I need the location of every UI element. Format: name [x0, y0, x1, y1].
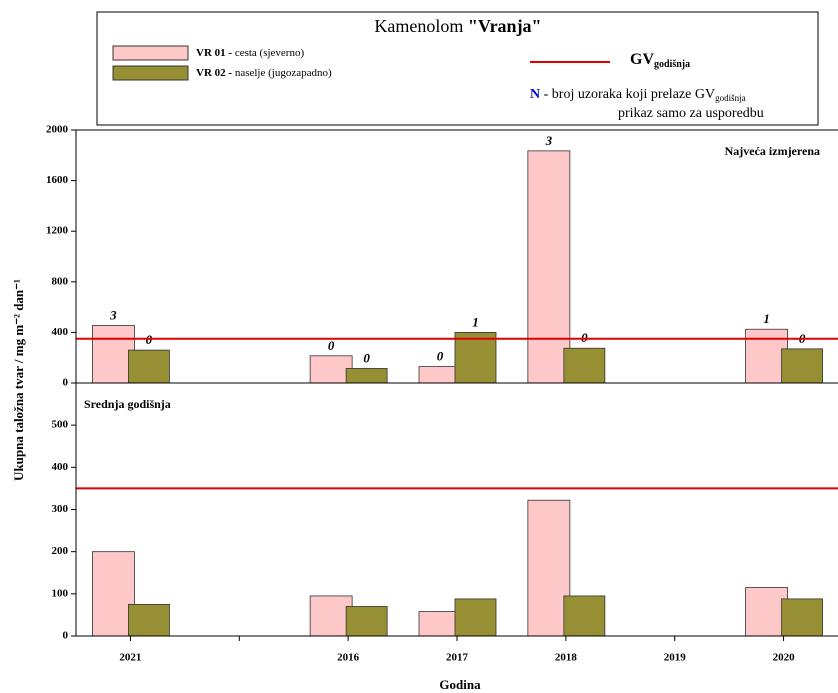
count-label: 1: [472, 314, 479, 329]
bar: [563, 347, 606, 384]
bar: [345, 368, 388, 384]
count-label: 0: [437, 349, 444, 364]
legend-swatch: [112, 65, 189, 81]
bar: [781, 348, 823, 384]
bar: [454, 331, 497, 384]
x-tick-label: 2016: [337, 652, 360, 664]
count-label: 0: [581, 330, 588, 345]
y-tick-label: 0: [63, 377, 69, 389]
count-label: 0: [328, 338, 335, 353]
x-tick-label: 2017: [446, 652, 469, 664]
count-label: 1: [763, 311, 770, 326]
bar: [418, 611, 462, 637]
y-tick-label: 400: [52, 461, 69, 473]
legend-box: [96, 11, 819, 126]
bar: [128, 349, 170, 384]
x-tick-label: 2018: [555, 652, 578, 664]
chart-title: Kamenolom "Vranja": [374, 16, 541, 36]
y-tick-label: 0: [63, 630, 69, 642]
bar: [128, 603, 170, 637]
title-text: Kamenolom: [374, 16, 467, 36]
ref-label-sub: godišnja: [654, 59, 690, 70]
ref-label: GV: [630, 51, 654, 68]
y-tick-label: 300: [52, 503, 69, 515]
legend-swatch: [112, 45, 189, 61]
note-symbol: N: [530, 87, 540, 102]
bar: [527, 150, 571, 384]
y-tick-label: 800: [52, 275, 69, 287]
bar: [745, 587, 788, 637]
count-label: 3: [545, 133, 553, 148]
note-line2: prikaz samo za usporedbu: [618, 106, 764, 121]
legend-name: VR 02 -: [196, 67, 232, 79]
y-tick-label: 2000: [46, 124, 69, 136]
bar: [454, 598, 497, 637]
legend-description: naselje (jugozapadno): [235, 67, 332, 79]
legend-description: cesta (sjeverno): [235, 47, 305, 59]
note: N - broj uzoraka koji prelaze GVgodišnja: [530, 87, 746, 103]
y-tick-label: 500: [52, 419, 69, 431]
bar: [781, 598, 823, 637]
bar: [309, 595, 353, 637]
y-tick-label: 1600: [46, 174, 69, 186]
bar: [92, 551, 135, 637]
count-label: 0: [363, 350, 370, 365]
legend-label: VR 01 - cesta (sjeverno): [196, 47, 304, 59]
legend-name: VR 01 -: [196, 47, 232, 59]
title-emphasis: "Vranja": [468, 16, 542, 36]
y-tick-label: 100: [52, 587, 69, 599]
x-tick-label: 2020: [773, 652, 796, 664]
panel-annotation: Srednja godišnja: [84, 397, 171, 411]
y-tick-label: 1200: [46, 225, 69, 237]
x-tick-label: 2019: [664, 652, 687, 664]
count-label: 3: [109, 307, 117, 322]
y-tick-label: 200: [52, 545, 69, 557]
x-tick-label: 2021: [119, 652, 141, 664]
y-tick-label: 400: [52, 326, 69, 338]
bar: [527, 499, 571, 637]
y-axis-label: Ukupna taložna tvar / mg m⁻² dan⁻¹: [11, 279, 26, 481]
legend-label: VR 02 - naselje (jugozapadno): [196, 67, 332, 79]
panel-annotation: Najveća izmjerena: [725, 144, 820, 158]
bar: [345, 606, 388, 637]
note-text: - broj uzoraka koji prelaze GV: [540, 87, 715, 102]
bar: [563, 595, 606, 637]
note-sub: godišnja: [715, 93, 746, 103]
legend-ref-label: GVgodišnja: [630, 51, 690, 71]
x-axis-label: Godina: [439, 677, 481, 692]
